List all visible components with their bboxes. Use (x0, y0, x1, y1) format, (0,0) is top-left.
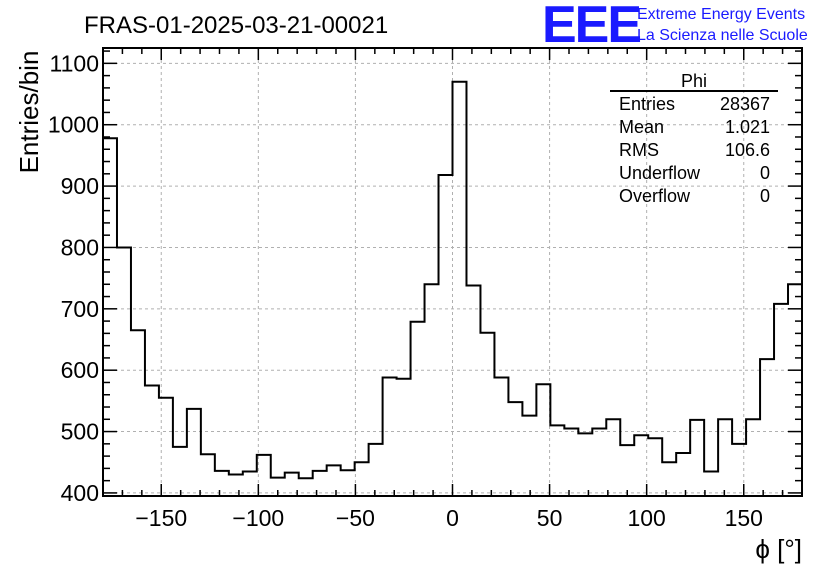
y-tick-label: 1100 (50, 50, 99, 76)
x-tick-label: −150 (135, 505, 187, 531)
chart-title: FRAS-01-2025-03-21-00021 (84, 12, 388, 39)
y-tick-label: 400 (61, 480, 99, 506)
y-tick-label: 800 (61, 234, 99, 260)
x-tick-label: −50 (336, 505, 375, 531)
stats-value-entries: 28367 (720, 94, 770, 114)
stats-label-entries: Entries (619, 94, 675, 114)
stats-label-rms: RMS (619, 140, 659, 160)
stats-value-overflow: 0 (760, 186, 770, 206)
logo-line-2: La Scienza nelle Scuole (637, 27, 808, 44)
y-tick-label: 1000 (48, 112, 99, 138)
y-tick-label: 700 (61, 296, 99, 322)
stats-box: Phi Entries 28367 Mean 1.021 RMS 106.6 U… (610, 71, 778, 206)
x-tick-label: 0 (446, 505, 459, 531)
stats-value-underflow: 0 (760, 163, 770, 183)
x-axis: −150 −100 −50 0 50 100 150 (102, 48, 803, 531)
stats-title: Phi (681, 71, 707, 91)
histogram-series-line (103, 80, 802, 480)
y-tick-label: 600 (61, 357, 99, 383)
stats-label-mean: Mean (619, 117, 664, 137)
stats-value-mean: 1.021 (725, 117, 770, 137)
x-tick-label: −100 (232, 505, 284, 531)
x-tick-label: 100 (627, 505, 665, 531)
y-tick-label: 500 (61, 419, 99, 445)
x-tick-label: 150 (725, 505, 763, 531)
y-tick-label: 900 (61, 173, 99, 199)
stats-label-underflow: Underflow (619, 163, 701, 183)
eee-logo: EEE Extreme Energy Events La Scienza nel… (542, 0, 808, 54)
logo-line-1: Extreme Energy Events (637, 6, 805, 23)
x-axis-title: ϕ [°] (755, 534, 802, 564)
y-axis-title: Entries/bin (14, 51, 44, 174)
stats-value-rms: 106.6 (725, 140, 770, 160)
x-tick-label: 50 (537, 505, 563, 531)
stats-label-overflow: Overflow (619, 186, 691, 206)
y-axis: 400 500 600 700 800 900 1000 1100 (48, 50, 802, 506)
logo-eee: EEE (542, 0, 640, 54)
